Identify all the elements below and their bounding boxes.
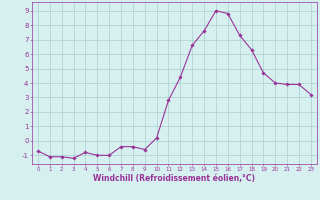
X-axis label: Windchill (Refroidissement éolien,°C): Windchill (Refroidissement éolien,°C) (93, 174, 255, 183)
